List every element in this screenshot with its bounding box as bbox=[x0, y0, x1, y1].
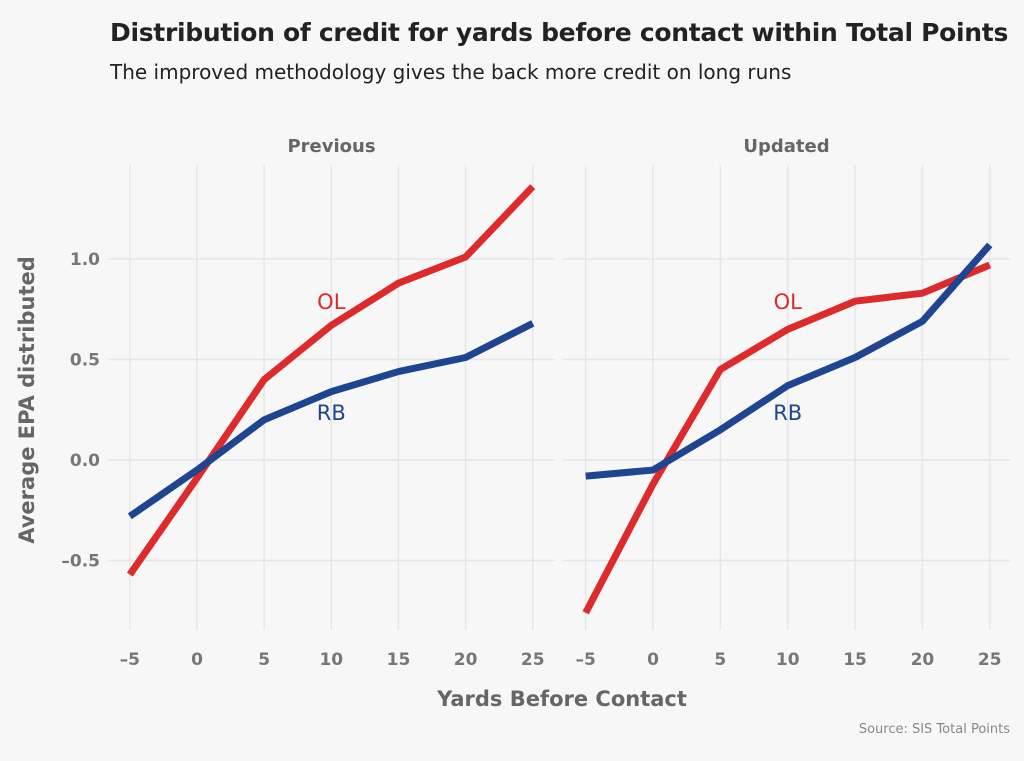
x-tick-label: 25 bbox=[521, 650, 545, 670]
x-tick-label: 10 bbox=[776, 650, 800, 670]
x-tick-label: 15 bbox=[387, 650, 411, 670]
x-tick-label: 0 bbox=[647, 650, 659, 670]
y-tick-label: 0.0 bbox=[70, 451, 100, 471]
x-axis-label: Yards Before Contact bbox=[436, 687, 687, 711]
series-label-ol: OL bbox=[774, 290, 803, 314]
x-tick-label: –5 bbox=[575, 650, 595, 670]
panel-title-previous: Previous bbox=[287, 136, 375, 157]
x-tick-label: 20 bbox=[454, 650, 478, 670]
y-tick-label: –0.5 bbox=[61, 552, 100, 572]
x-tick-label: 10 bbox=[319, 650, 343, 670]
source-caption: Source: SIS Total Points bbox=[858, 722, 1010, 737]
x-tick-label: –5 bbox=[120, 650, 140, 670]
x-tick-label: 5 bbox=[258, 650, 270, 670]
x-tick-label: 20 bbox=[911, 650, 935, 670]
y-tick-label: 1.0 bbox=[70, 250, 100, 270]
series-label-rb: RB bbox=[317, 401, 346, 425]
chart-title: Distribution of credit for yards before … bbox=[110, 18, 1009, 47]
x-tick-label: 15 bbox=[843, 650, 867, 670]
x-tick-label: 5 bbox=[714, 650, 726, 670]
series-label-rb: RB bbox=[773, 401, 802, 425]
x-tick-label: 0 bbox=[191, 650, 203, 670]
y-tick-label: 0.5 bbox=[70, 351, 100, 371]
series-label-ol: OL bbox=[317, 290, 346, 314]
y-axis-label: Average EPA distributed bbox=[15, 256, 39, 544]
chart-subtitle: The improved methodology gives the back … bbox=[110, 60, 792, 84]
x-tick-label: 25 bbox=[978, 650, 1002, 670]
panel-title-updated: Updated bbox=[743, 136, 829, 157]
